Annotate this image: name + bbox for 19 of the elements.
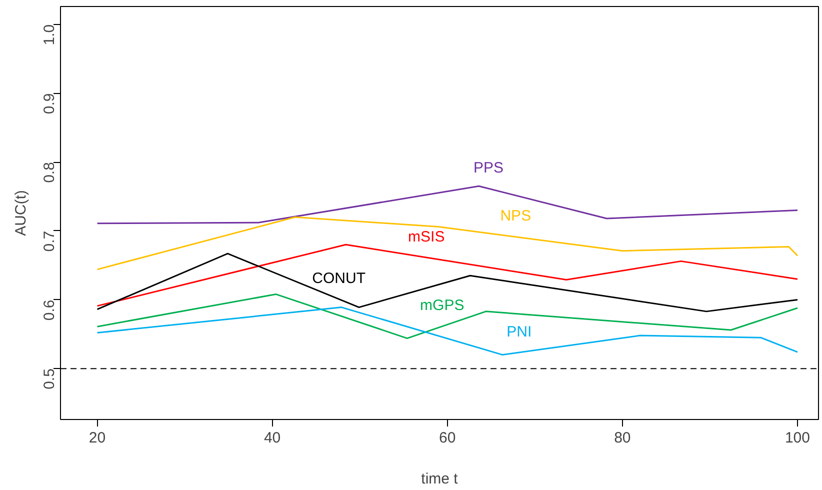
x-tick-label: 20 [88,430,106,446]
y-tick-label: 0.6 [41,300,58,321]
x-axis-title: time t [421,470,459,488]
series-label: PPS [474,159,504,176]
x-tick-label: 80 [614,430,631,446]
series-label: mSIS [408,228,445,246]
y-tick-label: 0.8 [41,162,58,183]
y-tick-label: 1.0 [41,24,58,46]
x-tick-label: 100 [784,430,810,446]
y-tick-label: 0.9 [41,93,58,114]
x-tick-label: 60 [439,430,456,446]
series-label: PNI [506,323,532,340]
series-label: NPS [500,208,532,225]
y-tick-label: 0.7 [41,230,58,252]
x-tick-label: 40 [264,430,281,446]
y-axis-title: AUC(t) [12,190,30,236]
series-label: CONUT [312,270,366,287]
series-label: mGPS [420,297,464,314]
y-tick-label: 0.5 [41,368,58,390]
